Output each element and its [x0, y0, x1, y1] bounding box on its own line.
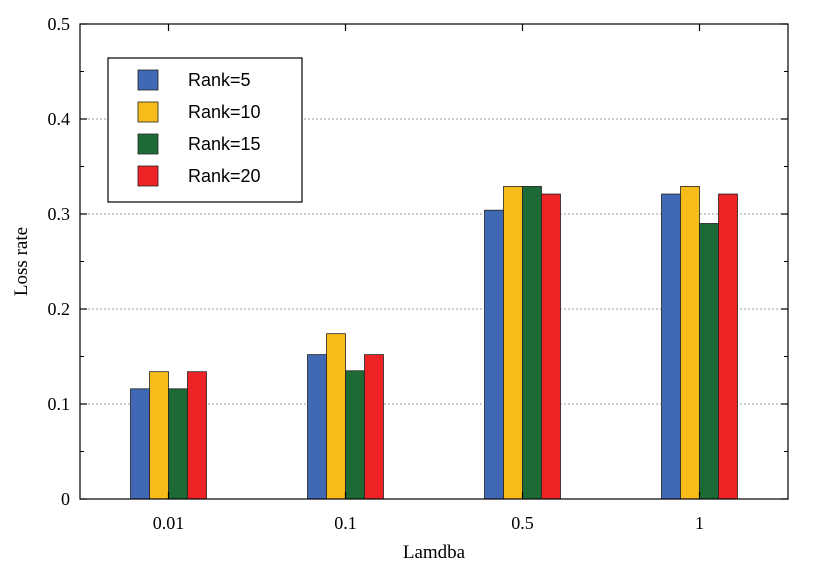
- bar: [345, 370, 365, 500]
- x-tick-label: 1: [695, 513, 704, 533]
- x-axis-title: Lamdba: [403, 542, 466, 563]
- bar: [680, 186, 700, 500]
- x-tick-label: 0.1: [334, 513, 357, 533]
- bar: [149, 371, 169, 500]
- legend-swatch: [137, 101, 159, 123]
- bar: [187, 371, 207, 500]
- y-tick-label: 0.5: [48, 14, 71, 34]
- bar: [718, 193, 738, 500]
- legend-swatch: [137, 133, 159, 155]
- bar: [307, 354, 327, 500]
- legend-label: Rank=20: [188, 166, 261, 186]
- bar: [168, 388, 188, 500]
- bars-group: [130, 186, 738, 500]
- y-tick-label: 0.2: [48, 299, 71, 319]
- bar: [130, 388, 150, 500]
- y-tick-label: 0: [61, 489, 70, 509]
- y-tick-label: 0.3: [48, 204, 71, 224]
- x-axis-ticks: 0.01 0.1 0.5 1: [153, 24, 704, 533]
- legend-label: Rank=15: [188, 134, 261, 154]
- legend-swatch: [137, 69, 159, 91]
- x-tick-label: 0.01: [153, 513, 185, 533]
- y-axis-ticks: 0 0.1 0.2 0.3 0.4 0.5: [48, 14, 788, 509]
- bar: [699, 223, 719, 500]
- bar: [484, 209, 504, 500]
- bar: [364, 354, 384, 500]
- y-tick-label: 0.4: [48, 109, 71, 129]
- bar: [522, 186, 542, 500]
- legend: Rank=5 Rank=10 Rank=15 Rank=20: [107, 57, 303, 203]
- legend-label: Rank=5: [188, 70, 251, 90]
- legend-label: Rank=10: [188, 102, 261, 122]
- y-axis-title: Loss rate: [11, 227, 32, 296]
- bar: [541, 193, 561, 500]
- bar: [326, 333, 346, 500]
- legend-swatch: [137, 165, 159, 187]
- y-tick-label: 0.1: [48, 394, 71, 414]
- bar: [503, 186, 523, 500]
- x-tick-label: 0.5: [511, 513, 534, 533]
- bar: [661, 193, 681, 500]
